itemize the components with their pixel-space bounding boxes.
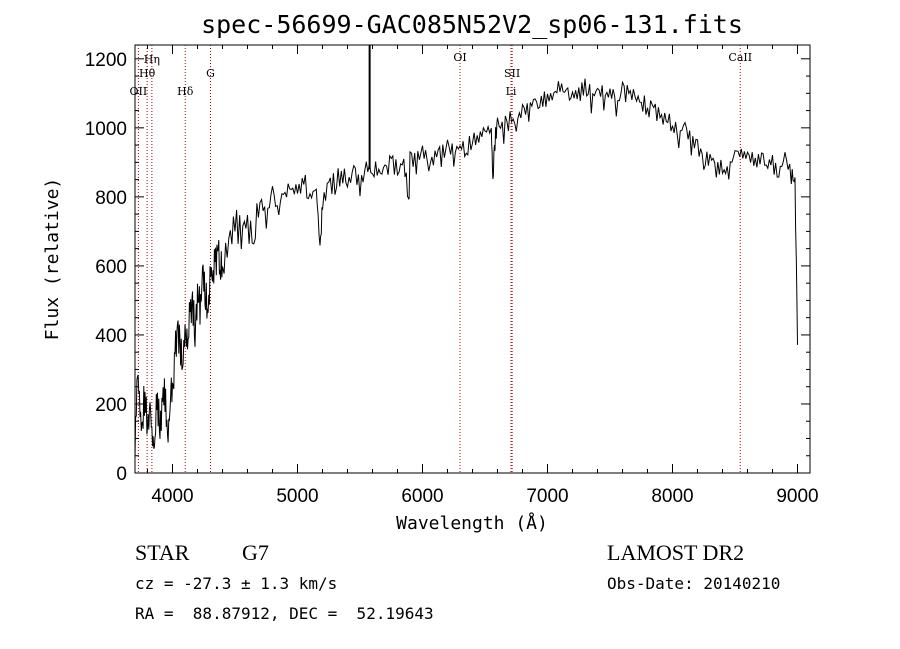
x-axis-ticks: 4000 5000 6000 7000 8000 9000 — [147, 45, 819, 507]
object-subclass: G7 — [242, 540, 269, 565]
x-tick-label: 9000 — [776, 486, 818, 507]
object-class: STAR — [135, 540, 190, 565]
x-tick-label: 5000 — [276, 486, 318, 507]
coordinates: RA = 88.87912, DEC = 52.19643 — [135, 604, 434, 623]
marker-label: Hθ — [139, 67, 156, 80]
y-tick-label: 800 — [95, 188, 127, 209]
obs-date: Obs-Date: 20140210 — [607, 574, 781, 593]
y-axis-label: Flux (relative) — [42, 178, 63, 341]
marker-label: OII — [130, 85, 148, 98]
x-tick-label: 7000 — [526, 486, 568, 507]
marker-label: Li — [506, 85, 517, 98]
y-tick-label: 600 — [95, 257, 127, 278]
plot-frame — [134, 44, 811, 474]
redshift-text: cz = -27.3 ± 1.3 km/s — [135, 574, 338, 593]
marker-label: CaII — [728, 51, 752, 64]
marker-label: OI — [453, 51, 466, 64]
x-tick-label: 8000 — [651, 486, 693, 507]
y-tick-label: 1200 — [85, 50, 127, 71]
chart-title: spec-56699-GAC085N52V2_sp06-131.fits — [201, 10, 743, 39]
x-tick-label: 6000 — [401, 486, 443, 507]
spectrum-line — [134, 78, 798, 460]
y-tick-label: 400 — [95, 326, 127, 347]
y-tick-label: 0 — [116, 464, 127, 485]
spectrum-series — [134, 45, 798, 460]
y-tick-label: 1000 — [85, 119, 127, 140]
x-axis-label: Wavelength (Å) — [396, 512, 548, 534]
marker-label: SII — [504, 67, 520, 80]
y-tick-label: 200 — [95, 395, 127, 416]
survey-name: LAMOST DR2 — [607, 540, 745, 565]
marker-label: Hη — [144, 53, 160, 66]
y-axis-ticks: 0 200 400 600 800 1000 1200 — [85, 50, 810, 485]
marker-label: G — [206, 67, 215, 80]
marker-label: Hδ — [177, 85, 194, 98]
x-tick-label: 4000 — [151, 486, 193, 507]
